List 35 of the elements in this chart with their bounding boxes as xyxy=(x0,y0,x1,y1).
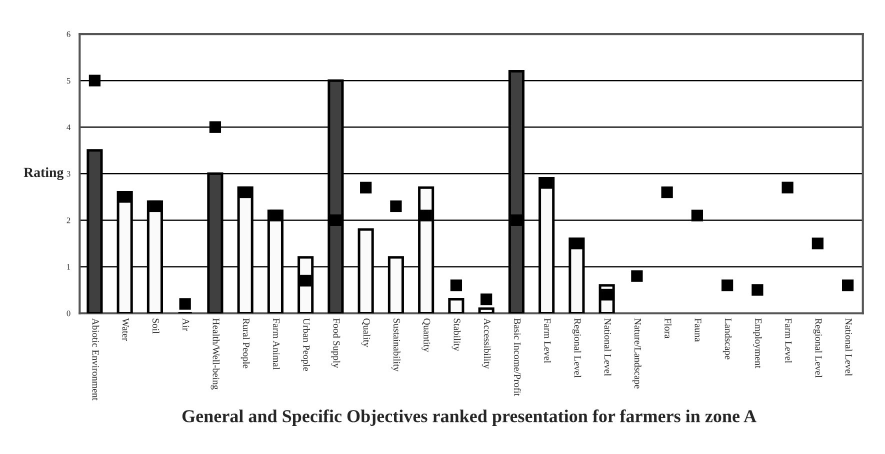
x-tick-label: Air xyxy=(182,318,190,331)
x-tick-label: Quality xyxy=(361,318,370,348)
y-tick-label: 1 xyxy=(67,264,70,270)
x-tick-label: Abiotic Environment xyxy=(92,318,100,400)
y-tick-label: 5 xyxy=(66,78,70,84)
y-tick-label: 0 xyxy=(66,310,70,316)
x-tick-label: Soil xyxy=(152,318,160,334)
x-tick-label: Health/Well-being xyxy=(210,318,220,390)
x-tick-label: National Level xyxy=(845,318,852,376)
x-tick-label: Urban People xyxy=(301,318,310,371)
y-tick-label: 2 xyxy=(66,218,70,224)
x-tick-label: Water xyxy=(122,318,129,342)
x-tick-label: National Level xyxy=(604,318,612,376)
x-tick-label: Farm Level xyxy=(544,318,551,364)
x-tick-label: Nature/Landscape xyxy=(632,318,642,389)
x-tick-label: Sustainability xyxy=(392,318,400,372)
x-tick-label: Regional Level xyxy=(813,318,822,378)
text: General and Specific Objectives ranked presentation for farmers in zone A xyxy=(182,409,756,426)
x-tick-label: Food Supply xyxy=(331,318,340,368)
y-axis-title: Rating xyxy=(24,167,64,180)
x-tick-label: Stability xyxy=(452,318,461,352)
x-tick-label: Flora xyxy=(664,318,672,339)
x-tick-label: Employment xyxy=(753,318,762,368)
y-tick-label: 3 xyxy=(66,171,70,177)
x-tick-label: Accessibility xyxy=(482,318,491,369)
x-tick-label: Quantity xyxy=(422,318,430,352)
x-tick-label: Basic Income/Profit xyxy=(514,318,521,396)
x-tick-label: Farm Level xyxy=(785,318,792,364)
x-tick-label: Landscape xyxy=(722,318,732,360)
x-tick-label: Rural People xyxy=(240,318,250,368)
y-tick-label: 6 xyxy=(66,31,70,38)
x-tick-label: Regional Level xyxy=(572,318,582,378)
x-tick-label: Farm Animal xyxy=(273,318,280,370)
x-tick-label: Fauna xyxy=(694,318,702,342)
y-tick-label: 4 xyxy=(66,124,70,130)
